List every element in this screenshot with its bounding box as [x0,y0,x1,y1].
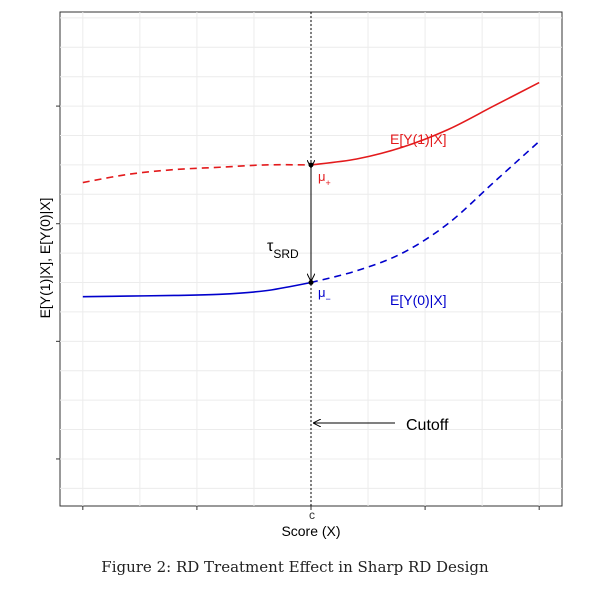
rd-chart: Cutoff μ+ μ− τSRD E[Y(1)|X] E[Y(0)|X] c … [37,11,563,539]
cutoff-label: Cutoff [406,417,449,434]
series-1-left-line [82,281,312,298]
series-1-right-line [310,140,540,284]
series-0-right-line [310,81,540,166]
series-0-left-line [82,163,312,184]
series-label-y1: E[Y(1)|X] [390,131,447,147]
x-axis-label: Score (X) [281,523,340,539]
figure-caption: Figure 2: RD Treatment Effect in Sharp R… [101,558,489,576]
mu-plus-point [308,162,314,168]
x-tick-cutoff: c [309,508,315,522]
series-label-y0: E[Y(0)|X] [390,292,447,308]
mu-minus-point [308,280,314,286]
axis-ticks [56,105,540,510]
curves [82,81,540,298]
y-axis-label: E[Y(1)|X], E[Y(0)|X] [37,198,53,319]
